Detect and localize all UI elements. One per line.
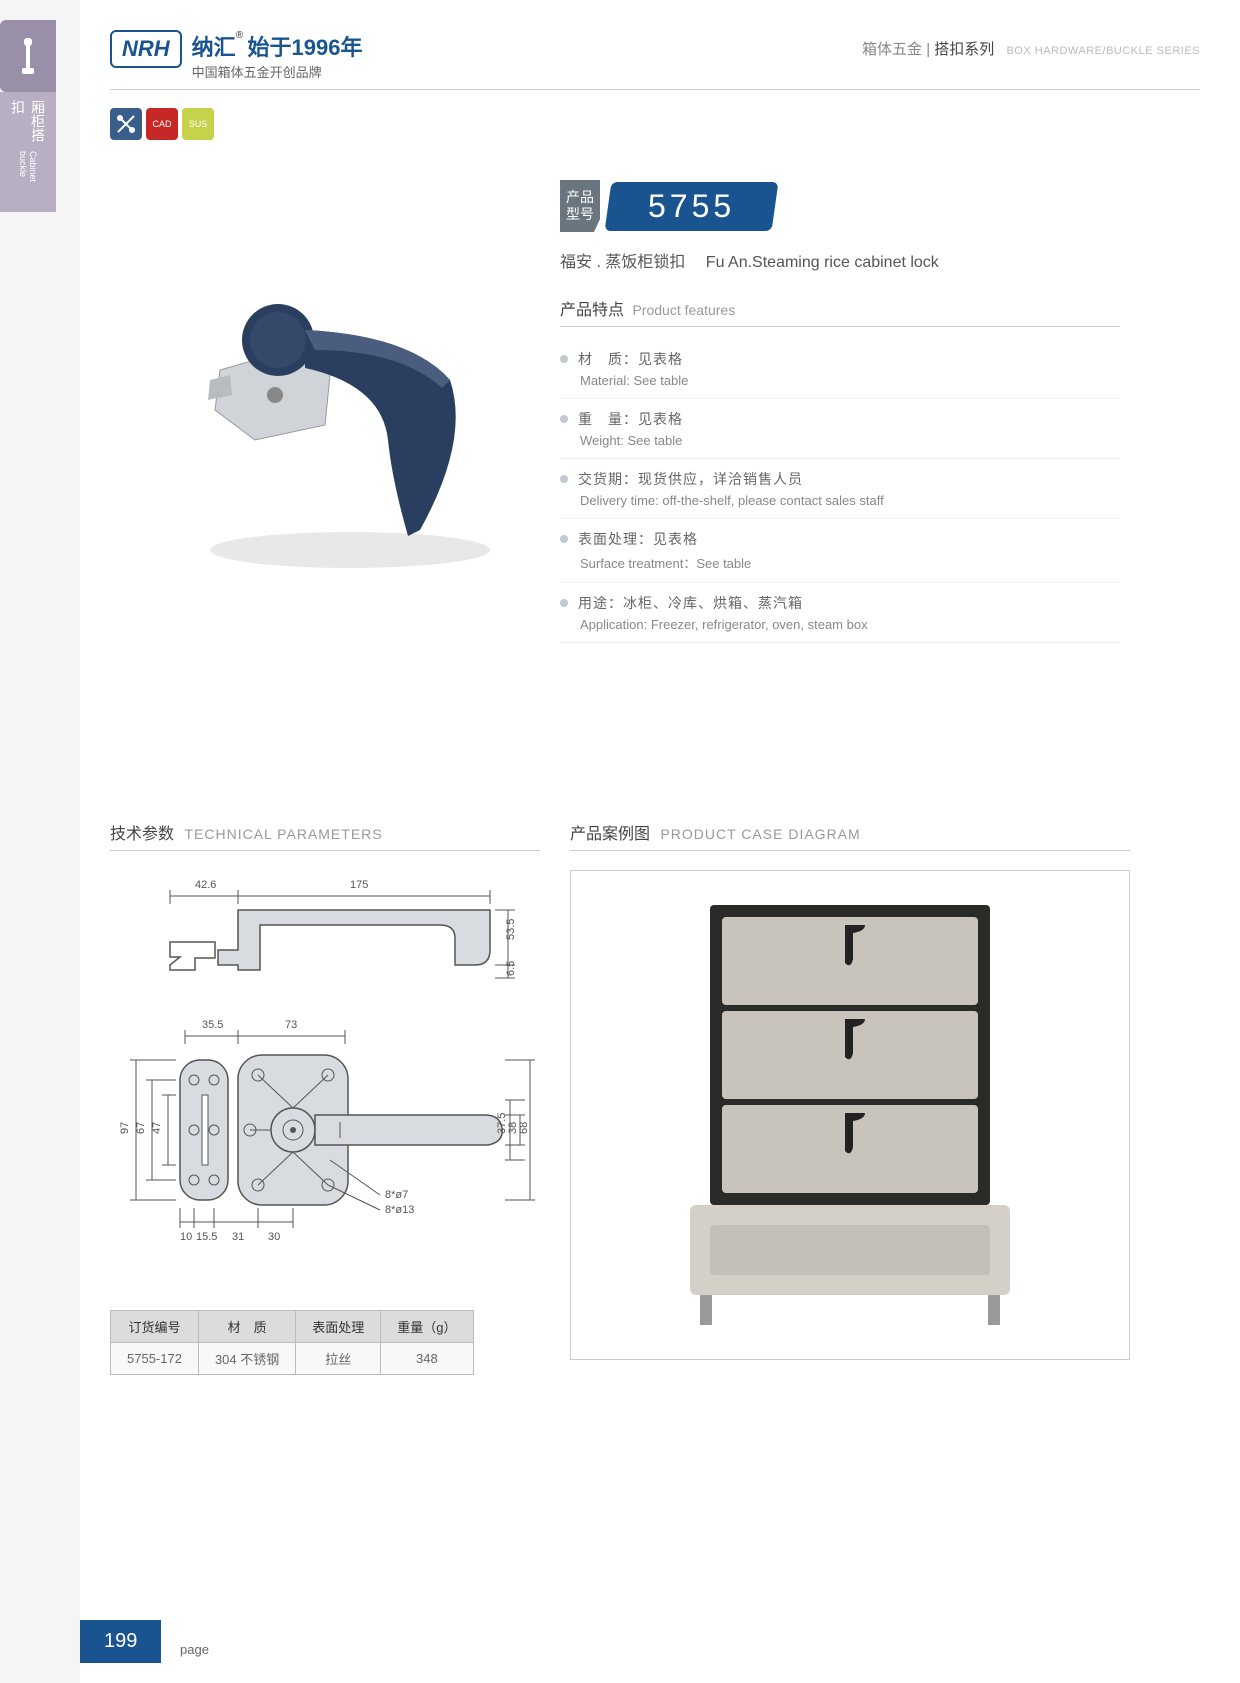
feature-en: Application: Freezer, refrigerator, oven…	[578, 617, 1120, 632]
svg-text:175: 175	[350, 879, 368, 891]
logo-r: ®	[236, 30, 243, 41]
case-title-cn: 产品案例图	[570, 826, 650, 843]
feature-cn: 交货期：现货供应，详洽销售人员	[578, 469, 1120, 489]
svg-text:31: 31	[232, 1231, 244, 1243]
side-tab-en: Cabinet buckle	[18, 151, 38, 204]
crumb-cn2: 搭扣系列	[934, 41, 994, 58]
product-name-cn: 福安 . 蒸饭柜锁扣	[560, 254, 685, 271]
feature-cn: 材 质：见表格	[578, 349, 1120, 369]
side-tab: 厢柜搭扣 Cabinet buckle	[0, 20, 56, 212]
tech-title: 技术参数 TECHNICAL PARAMETERS	[110, 820, 540, 851]
feature-cn: 重 量：见表格	[578, 409, 1120, 429]
num-label-1: 产品	[566, 189, 594, 206]
side-tab-label: 厢柜搭扣 Cabinet buckle	[0, 92, 56, 212]
svg-text:6.5: 6.5	[505, 961, 517, 976]
product-number-pill: 5755	[605, 182, 779, 231]
svg-text:30: 30	[268, 1231, 280, 1243]
table-cell: 5755-172	[111, 1343, 199, 1375]
tech-title-cn: 技术参数	[110, 826, 174, 843]
features-title: 产品特点 Product features	[560, 296, 1120, 327]
svg-text:53.5: 53.5	[505, 919, 517, 940]
logo-mark: NRH	[110, 30, 182, 68]
parameters-table: 订货编号 材 质 表面处理 重量（g） 5755-172 304 不锈钢 拉丝 …	[110, 1310, 474, 1375]
crumb-en: BOX HARDWARE/BUCKLE SERIES	[1006, 45, 1200, 57]
crumb-cn1: 箱体五金	[862, 41, 922, 58]
logo-block: NRH 纳汇® 始于1996年 中国箱体五金开创品牌	[110, 30, 362, 81]
tech-title-en: TECHNICAL PARAMETERS	[184, 826, 382, 842]
features-title-cn: 产品特点	[560, 302, 624, 319]
badge-cad-icon	[146, 108, 178, 140]
feature-en: Delivery time: off-the-shelf, please con…	[578, 493, 1120, 508]
feature-item: 交货期：现货供应，详洽销售人员 Delivery time: off-the-s…	[560, 459, 1120, 519]
table-cell: 304 不锈钢	[198, 1343, 295, 1375]
logo-sub: 中国箱体五金开创品牌	[192, 62, 363, 81]
feature-item: 材 质：见表格 Material: See table	[560, 339, 1120, 399]
side-tab-cn: 厢柜搭扣	[8, 100, 48, 149]
feature-list: 材 质：见表格 Material: See table 重 量：见表格 Weig…	[560, 339, 1120, 643]
table-header: 表面处理	[296, 1311, 381, 1343]
svg-text:35.5: 35.5	[202, 1019, 223, 1031]
table-row: 5755-172 304 不锈钢 拉丝 348	[111, 1343, 474, 1375]
feature-en: Surface treatment：See table	[578, 553, 1120, 572]
case-image	[680, 895, 1020, 1335]
case-title: 产品案例图 PRODUCT CASE DIAGRAM	[570, 820, 1130, 851]
case-box	[570, 870, 1130, 1360]
svg-text:10: 10	[180, 1231, 192, 1243]
badges	[110, 108, 214, 140]
logo-year: 始于1996年	[248, 35, 363, 60]
product-name-en: Fu An.Steaming rice cabinet lock	[706, 254, 939, 271]
feature-cn: 用途：冰柜、冷库、烘箱、蒸汽箱	[578, 593, 1120, 613]
page-label: page	[180, 1642, 209, 1657]
svg-text:8*ø13: 8*ø13	[385, 1204, 414, 1216]
page-number: 199	[80, 1620, 161, 1663]
technical-drawing: 42.6 175 53.5 6.5 35.5 73	[110, 870, 540, 1290]
logo-cn: 纳汇	[192, 35, 236, 60]
num-label-2: 型号	[566, 206, 594, 223]
badge-sus-icon	[182, 108, 214, 140]
svg-text:47: 47	[151, 1122, 163, 1134]
svg-text:73: 73	[285, 1019, 297, 1031]
svg-text:67: 67	[135, 1122, 147, 1134]
feature-en: Material: See table	[578, 373, 1120, 388]
feature-en: Weight: See table	[578, 433, 1120, 448]
table-header: 订货编号	[111, 1311, 199, 1343]
table-header-row: 订货编号 材 质 表面处理 重量（g）	[111, 1311, 474, 1343]
product-number-label: 产品 型号	[560, 180, 600, 232]
feature-item: 用途：冰柜、冷库、烘箱、蒸汽箱 Application: Freezer, re…	[560, 583, 1120, 643]
side-tab-icon	[0, 20, 56, 92]
svg-text:8*ø7: 8*ø7	[385, 1189, 408, 1201]
table-header: 材 质	[198, 1311, 295, 1343]
case-title-en: PRODUCT CASE DIAGRAM	[660, 826, 860, 842]
svg-text:68: 68	[518, 1122, 530, 1134]
svg-text:15.5: 15.5	[196, 1231, 217, 1243]
table-cell: 348	[381, 1343, 473, 1375]
features: 产品特点 Product features 材 质：见表格 Material: …	[560, 296, 1120, 643]
table-header: 重量（g）	[381, 1311, 473, 1343]
product-number-block: 产品 型号 5755	[560, 180, 775, 232]
product-name: 福安 . 蒸饭柜锁扣 Fu An.Steaming rice cabinet l…	[560, 248, 939, 272]
feature-item: 表面处理：见表格 Surface treatment：See table	[560, 519, 1120, 583]
header: NRH 纳汇® 始于1996年 中国箱体五金开创品牌 箱体五金 | 搭扣系列 B…	[110, 30, 1200, 90]
svg-text:97: 97	[119, 1122, 131, 1134]
feature-item: 重 量：见表格 Weight: See table	[560, 399, 1120, 459]
header-crumb: 箱体五金 | 搭扣系列 BOX HARDWARE/BUCKLE SERIES	[862, 30, 1200, 59]
badge-tools-icon	[110, 108, 142, 140]
page: NRH 纳汇® 始于1996年 中国箱体五金开创品牌 箱体五金 | 搭扣系列 B…	[80, 0, 1240, 1683]
product-hero-image	[160, 240, 540, 580]
features-title-en: Product features	[632, 302, 735, 318]
svg-text:42.6: 42.6	[195, 879, 216, 891]
feature-cn: 表面处理：见表格	[578, 529, 1120, 549]
table-cell: 拉丝	[296, 1343, 381, 1375]
